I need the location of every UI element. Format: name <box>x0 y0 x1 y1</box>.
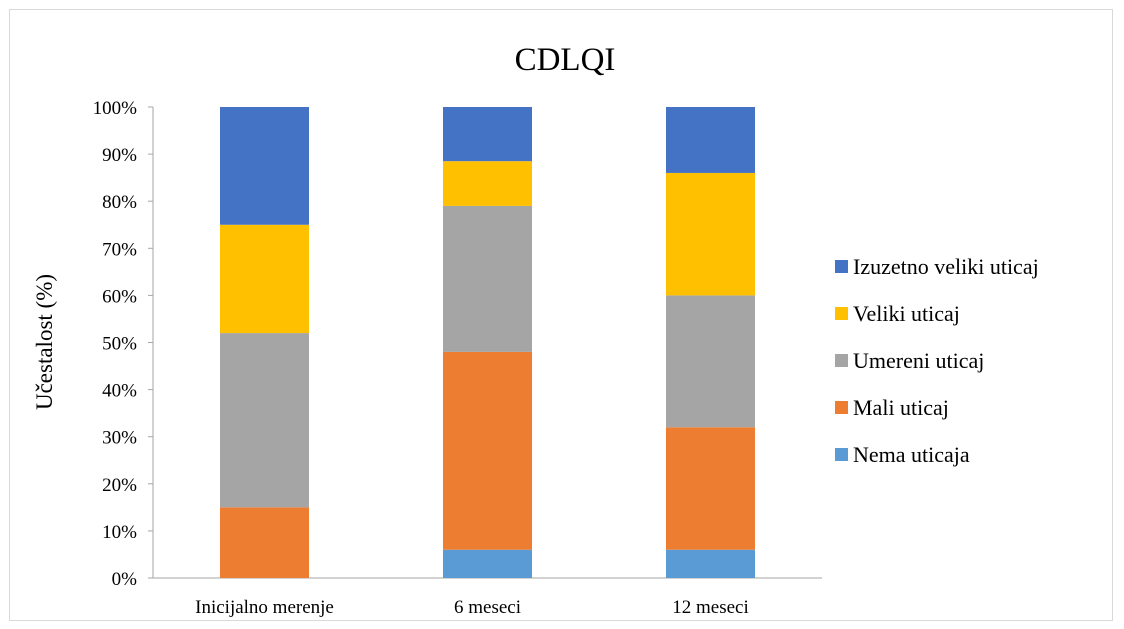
bar-segment <box>443 161 532 206</box>
x-tick-label: 12 meseci <box>672 597 749 618</box>
legend-label: Izuzetno veliki uticaj <box>853 254 1039 279</box>
bar-segment <box>666 107 755 173</box>
y-tick-label: 80% <box>102 192 137 213</box>
bar-segment <box>666 427 755 550</box>
y-tick-label: 60% <box>102 286 137 307</box>
y-tick-label: 50% <box>102 334 137 355</box>
y-tick-label: 70% <box>102 239 137 260</box>
legend-swatch <box>835 307 848 320</box>
bar-segment <box>220 224 309 334</box>
x-tick-label: 6 meseci <box>454 597 521 618</box>
plot-area: 0% 10% 20% 30% 40% 50% 60% 70% 80% 90% 100% Inicija… <box>93 98 822 618</box>
chart-frame <box>9 9 1113 621</box>
y-tick-label: 40% <box>102 381 137 402</box>
bar-segment <box>666 295 755 428</box>
y-tick-label: 90% <box>102 145 137 166</box>
y-tick-label: 10% <box>102 522 137 543</box>
bar-segment <box>666 549 755 578</box>
bar-segment <box>443 351 532 550</box>
legend-item: Veliki uticaj <box>835 301 960 326</box>
legend-label: Nema uticaja <box>853 442 970 467</box>
bar-segment <box>443 205 532 352</box>
bar-segment <box>666 172 755 296</box>
bar-segment <box>220 333 309 508</box>
y-tick-label: 100% <box>93 98 138 119</box>
legend-label: Mali uticaj <box>853 395 949 420</box>
bar-segment <box>443 549 532 578</box>
legend-label: Umereni uticaj <box>853 348 984 373</box>
legend: Izuzetno veliki uticaj Veliki uticaj Umere… <box>835 254 1039 467</box>
legend-label: Veliki uticaj <box>853 301 960 326</box>
legend-swatch <box>835 260 848 273</box>
legend-swatch <box>835 354 848 367</box>
y-tick-label: 30% <box>102 428 137 449</box>
legend-item: Mali uticaj <box>835 395 949 420</box>
legend-swatch <box>835 401 848 414</box>
bar-segment <box>443 107 532 162</box>
y-tick-label: 20% <box>102 475 137 496</box>
y-axis-label: Učestalost (%) <box>32 274 57 410</box>
legend-item: Umereni uticaj <box>835 348 984 373</box>
bar-segment <box>220 507 309 578</box>
legend-item: Nema uticaja <box>835 442 970 467</box>
y-tick-label: 0% <box>112 569 138 590</box>
bar-segment <box>220 107 309 225</box>
legend-swatch <box>835 448 848 461</box>
x-tick-label: Inicijalno merenje <box>195 597 334 618</box>
legend-item: Izuzetno veliki uticaj <box>835 254 1039 279</box>
chart-title: CDLQI <box>515 42 616 78</box>
